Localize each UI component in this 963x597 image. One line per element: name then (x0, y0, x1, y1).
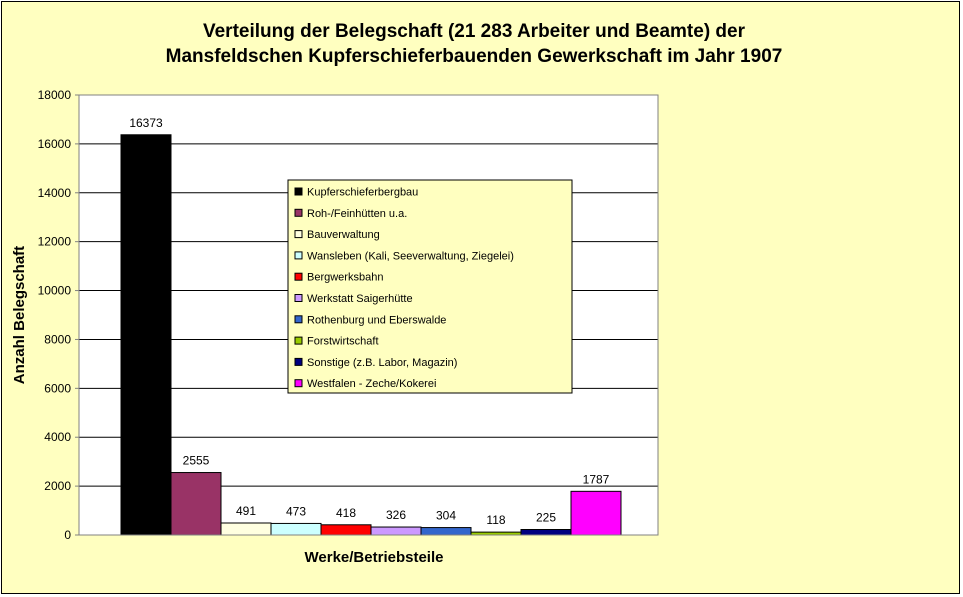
legend-swatch (294, 208, 303, 217)
bar-value-label: 16373 (129, 116, 163, 130)
legend-label: Wansleben (Kali, Seeverwaltung, Ziegelei… (307, 250, 514, 262)
legend-label: Westfalen - Zeche/Kokerei (307, 378, 436, 390)
y-axis-label: Anzahl Belegschaft (11, 246, 28, 384)
legend-label: Bergwerksbahn (307, 272, 383, 284)
legend-box (287, 179, 573, 394)
bar (270, 522, 322, 536)
bar (220, 522, 272, 536)
bar-value-label: 225 (536, 511, 556, 525)
bar-value-label: 1787 (583, 472, 610, 486)
y-tick-label: 6000 (44, 381, 71, 395)
y-tick-label: 12000 (38, 235, 72, 249)
chart-title-line-2: Mansfeldschen Kupferschieferbauenden Gew… (166, 46, 783, 67)
legend-swatch (294, 357, 303, 366)
legend-label: Werkstatt Saigerhütte (307, 293, 413, 305)
legend-swatch (294, 251, 303, 260)
legend-label: Kupferschieferbergbau (307, 187, 418, 199)
legend-swatch (294, 294, 303, 302)
legend-label: Bauverwaltung (307, 229, 380, 241)
legend-label: Sonstige (z.B. Labor, Magazin) (307, 357, 457, 369)
legend-swatch (294, 336, 303, 345)
x-axis-label: Werke/Betriebsteile (305, 549, 444, 566)
y-tick-label: 2000 (44, 479, 71, 493)
legend-label: Roh-/Feinhütten u.a. (307, 208, 407, 220)
legend-items: Kupferschieferbergbau Roh-/Feinhütten u.a… (294, 187, 514, 390)
bar (320, 524, 372, 536)
bar-value-label: 326 (386, 508, 406, 522)
bar-value-label: 2555 (183, 454, 210, 468)
y-tick-label: 0 (64, 528, 71, 542)
y-tick-label: 8000 (44, 332, 71, 346)
bar (520, 529, 572, 536)
chart-title-line-1: Verteilung der Belegschaft (21 283 Arbei… (203, 21, 746, 42)
bar (570, 490, 622, 536)
bar-value-label: 491 (236, 504, 256, 518)
bars (120, 134, 622, 536)
y-tick-label: 16000 (38, 137, 72, 151)
y-tick-label: 18000 (38, 88, 72, 102)
legend-swatch (294, 230, 303, 239)
y-axis-ticks: 0 2000 4000 6000 8000 10000 12000 14000 16000 180… (38, 88, 79, 542)
legend-label: Forstwirtschaft (307, 336, 379, 348)
legend-swatch (294, 379, 303, 388)
legend-swatch (294, 272, 303, 281)
bar-value-label: 418 (336, 506, 356, 520)
bar (370, 526, 422, 536)
bar-value-label: 118 (486, 513, 505, 527)
y-tick-label: 14000 (38, 186, 72, 200)
bar (420, 527, 472, 536)
y-tick-label: 4000 (44, 430, 71, 444)
y-tick-label: 10000 (38, 284, 72, 298)
value-labels: 16373 2555 491 473 418 326 304 118 225 1787 (129, 116, 609, 527)
bar-value-label: 304 (436, 509, 456, 523)
bar (120, 134, 172, 536)
bar (170, 472, 222, 536)
legend-swatch (294, 315, 303, 324)
plot-border (78, 94, 659, 536)
legend: Kupferschieferbergbau Roh-/Feinhütten u.a… (287, 179, 573, 394)
bar-value-label: 473 (286, 504, 306, 518)
legend-swatch (294, 187, 303, 196)
legend-label: Rothenburg und Eberswalde (307, 314, 446, 326)
